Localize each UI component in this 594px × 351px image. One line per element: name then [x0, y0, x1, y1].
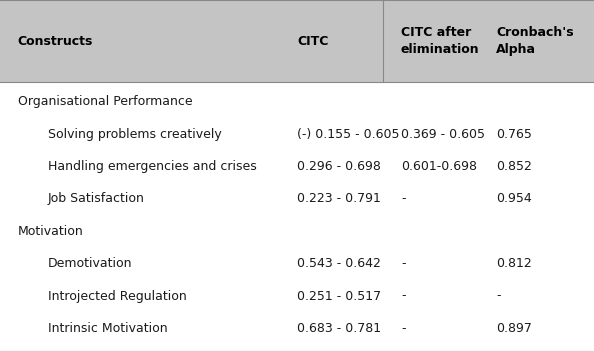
Text: 0.765: 0.765: [496, 128, 532, 141]
Text: Intrinsic Motivation: Intrinsic Motivation: [48, 322, 167, 335]
Text: 0.223 - 0.791: 0.223 - 0.791: [297, 192, 381, 205]
Text: 0.369 - 0.605: 0.369 - 0.605: [401, 128, 485, 141]
Text: CITC after
elimination: CITC after elimination: [401, 26, 479, 56]
Text: 0.683 - 0.781: 0.683 - 0.781: [297, 322, 381, 335]
Text: (-) 0.155 - 0.605: (-) 0.155 - 0.605: [297, 128, 400, 141]
Text: Cronbach's
Alpha: Cronbach's Alpha: [496, 26, 574, 56]
Text: 0.954: 0.954: [496, 192, 532, 205]
Text: 0.601-0.698: 0.601-0.698: [401, 160, 477, 173]
Text: 0.543 - 0.642: 0.543 - 0.642: [297, 257, 381, 270]
Text: Motivation: Motivation: [18, 225, 84, 238]
Text: -: -: [496, 290, 501, 303]
Text: 0.296 - 0.698: 0.296 - 0.698: [297, 160, 381, 173]
Text: -: -: [401, 290, 406, 303]
Text: Handling emergencies and crises: Handling emergencies and crises: [48, 160, 256, 173]
Text: Job Satisfaction: Job Satisfaction: [48, 192, 144, 205]
Text: Introjected Regulation: Introjected Regulation: [48, 290, 187, 303]
Text: CITC: CITC: [297, 35, 328, 48]
Text: Constructs: Constructs: [18, 35, 93, 48]
Text: -: -: [401, 322, 406, 335]
Bar: [0, 0, 594, 82]
Text: 0.852: 0.852: [496, 160, 532, 173]
Text: 0.897: 0.897: [496, 322, 532, 335]
Text: 0.812: 0.812: [496, 257, 532, 270]
Text: 0.251 - 0.517: 0.251 - 0.517: [297, 290, 381, 303]
Text: -: -: [401, 192, 406, 205]
Text: Solving problems creatively: Solving problems creatively: [48, 128, 222, 141]
Text: Demotivation: Demotivation: [48, 257, 132, 270]
Text: Organisational Performance: Organisational Performance: [18, 95, 192, 108]
Text: -: -: [401, 257, 406, 270]
Bar: [0, 82, 594, 351]
